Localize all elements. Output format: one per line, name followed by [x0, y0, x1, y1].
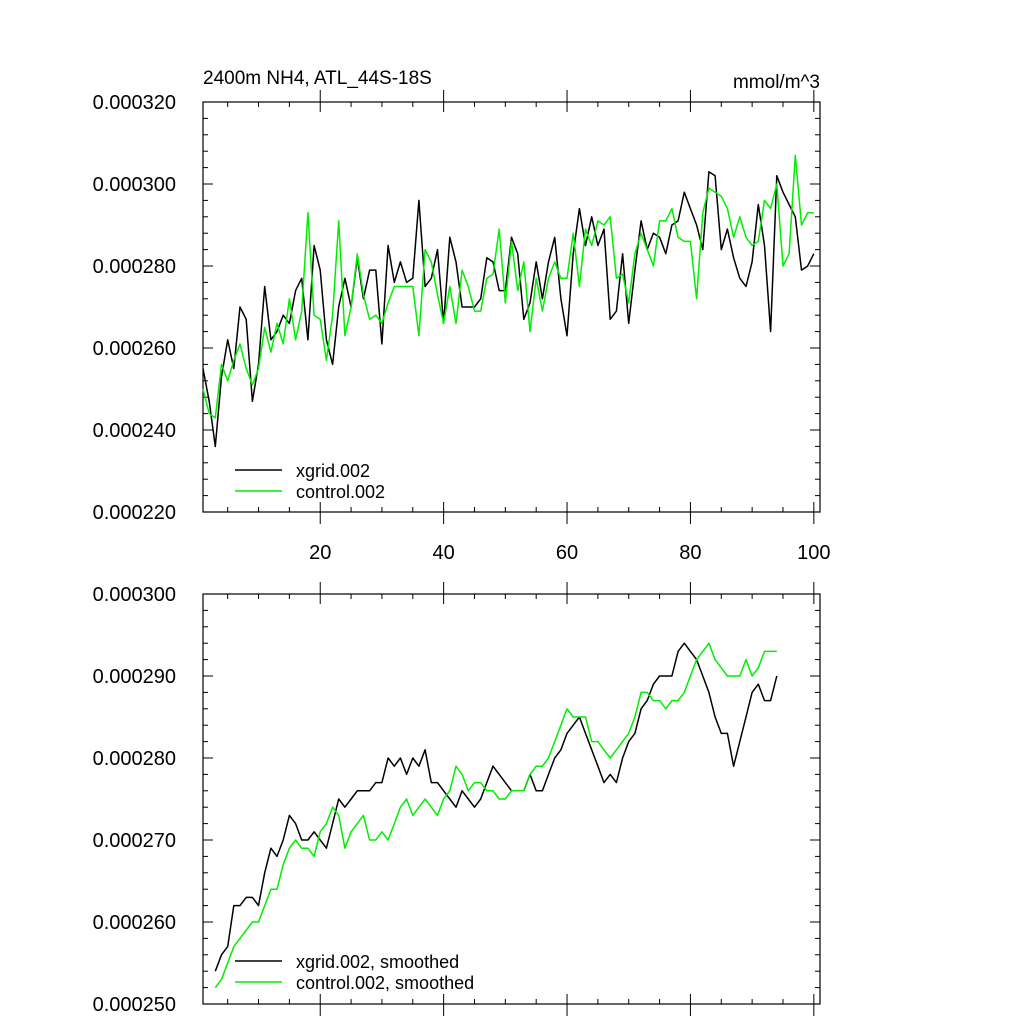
top-legend: xgrid.002 control.002	[235, 461, 385, 502]
legend-label-control-smoothed: control.002, smoothed	[296, 973, 474, 993]
top-series-lines	[202, 154, 815, 448]
y-tick-label: 0.000280	[93, 748, 176, 770]
bottom-series-lines	[214, 642, 778, 989]
y-tick-label: 0.000290	[93, 666, 176, 688]
y-tick-label: 0.000260	[93, 912, 176, 934]
y-tick-label: 0.000250	[93, 994, 176, 1016]
y-tick-label: 0.000240	[93, 420, 176, 442]
bottom-legend: xgrid.002, smoothed control.002, smoothe…	[235, 952, 474, 993]
y-tick-label: 0.000220	[93, 502, 176, 524]
bottom-panel: 0.000250 0.000260 0.000270 0.000280 0.000290…	[93, 582, 821, 1016]
y-tick-label: 0.000270	[93, 830, 176, 852]
x-tick-label: 80	[679, 542, 701, 564]
top-panel: 2400m NH4, ATL_44S-18S mmol/m^3 0.000220…	[93, 68, 831, 564]
y-tick-label: 0.000280	[93, 256, 176, 278]
legend-label-xgrid: xgrid.002	[296, 461, 370, 481]
bottom-ticks: 0.000250 0.000260 0.000270 0.000280 0.000290…	[93, 582, 820, 1016]
y-tick-label: 0.000300	[93, 584, 176, 606]
bottom-plot-frame	[202, 593, 821, 1005]
legend-label-control: control.002	[296, 482, 385, 502]
x-tick-label: 40	[433, 542, 455, 564]
top-ticks: 0.000220 0.000240 0.000260 0.000280 0.000300…	[93, 90, 831, 564]
bottom-series-line-control	[214, 642, 777, 989]
legend-label-xgrid-smoothed: xgrid.002, smoothed	[296, 952, 459, 972]
top-series-line-control	[202, 154, 814, 419]
x-tick-label: 20	[309, 542, 331, 564]
top-series-line-xgrid	[202, 170, 815, 448]
y-tick-label: 0.000300	[93, 174, 176, 196]
units-label: mmol/m^3	[733, 72, 820, 93]
x-tick-label: 100	[797, 542, 830, 564]
chart-title: 2400m NH4, ATL_44S-18S	[203, 68, 432, 89]
top-plot-frame	[202, 101, 821, 513]
y-tick-label: 0.000320	[93, 92, 176, 114]
bottom-series-line-xgrid	[214, 642, 778, 972]
x-tick-label: 60	[556, 542, 578, 564]
y-tick-label: 0.000260	[93, 338, 176, 360]
